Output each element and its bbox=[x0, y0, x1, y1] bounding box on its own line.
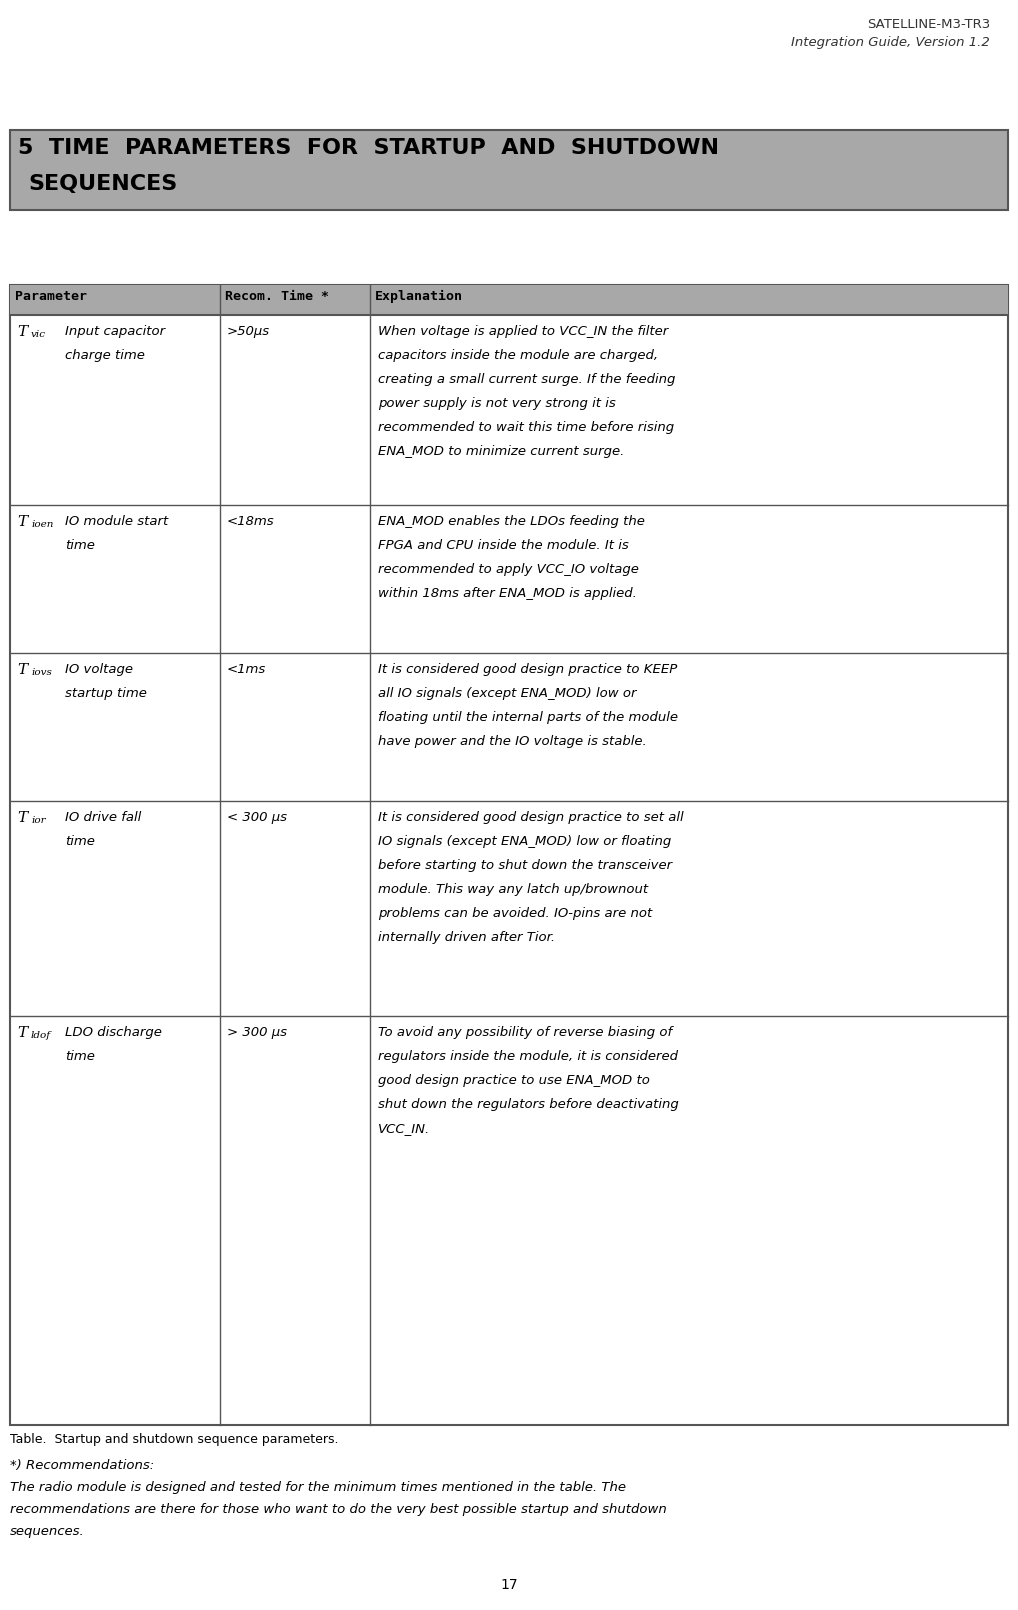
Text: SEQUENCES: SEQUENCES bbox=[29, 174, 177, 193]
Text: FPGA and CPU inside the module. It is: FPGA and CPU inside the module. It is bbox=[378, 539, 629, 552]
Text: T: T bbox=[17, 811, 27, 824]
Text: charge time: charge time bbox=[65, 349, 145, 362]
Text: T: T bbox=[17, 1026, 27, 1040]
Text: ioen: ioen bbox=[31, 520, 53, 530]
Text: ENA_MOD enables the LDOs feeding the: ENA_MOD enables the LDOs feeding the bbox=[378, 515, 644, 528]
Text: shut down the regulators before deactivating: shut down the regulators before deactiva… bbox=[378, 1098, 679, 1111]
Text: sequences.: sequences. bbox=[10, 1525, 84, 1538]
Text: startup time: startup time bbox=[65, 687, 147, 700]
Text: < 300 μs: < 300 μs bbox=[227, 811, 287, 824]
Text: floating until the internal parts of the module: floating until the internal parts of the… bbox=[378, 712, 678, 724]
Text: T: T bbox=[17, 515, 27, 530]
Text: module. This way any latch up/brownout: module. This way any latch up/brownout bbox=[378, 882, 648, 897]
Text: <1ms: <1ms bbox=[227, 663, 267, 676]
Text: internally driven after Tior.: internally driven after Tior. bbox=[378, 931, 555, 943]
Text: IO signals (except ENA_MOD) low or floating: IO signals (except ENA_MOD) low or float… bbox=[378, 836, 671, 848]
Text: IO voltage: IO voltage bbox=[65, 663, 133, 676]
Text: T: T bbox=[17, 663, 27, 676]
Text: Parameter: Parameter bbox=[15, 290, 87, 303]
Text: Integration Guide, Version 1.2: Integration Guide, Version 1.2 bbox=[791, 35, 989, 48]
Bar bbox=[10, 285, 1008, 1425]
Text: 17: 17 bbox=[500, 1578, 518, 1592]
Text: recommended to apply VCC_IO voltage: recommended to apply VCC_IO voltage bbox=[378, 564, 639, 576]
Text: creating a small current surge. If the feeding: creating a small current surge. If the f… bbox=[378, 374, 675, 386]
Text: within 18ms after ENA_MOD is applied.: within 18ms after ENA_MOD is applied. bbox=[378, 588, 637, 601]
Text: Recom. Time *: Recom. Time * bbox=[225, 290, 329, 303]
Text: When voltage is applied to VCC_IN the filter: When voltage is applied to VCC_IN the fi… bbox=[378, 325, 668, 338]
Text: It is considered good design practice to KEEP: It is considered good design practice to… bbox=[378, 663, 677, 676]
Text: time: time bbox=[65, 1050, 95, 1063]
Text: vic: vic bbox=[31, 330, 46, 340]
Text: ENA_MOD to minimize current surge.: ENA_MOD to minimize current surge. bbox=[378, 444, 624, 457]
Text: It is considered good design practice to set all: It is considered good design practice to… bbox=[378, 811, 684, 824]
Text: The radio module is designed and tested for the minimum times mentioned in the t: The radio module is designed and tested … bbox=[10, 1481, 626, 1494]
Text: problems can be avoided. IO-pins are not: problems can be avoided. IO-pins are not bbox=[378, 906, 653, 919]
Text: SATELLINE-M3-TR3: SATELLINE-M3-TR3 bbox=[866, 18, 989, 31]
Text: T: T bbox=[17, 325, 27, 340]
Text: recommendations are there for those who want to do the very best possible startu: recommendations are there for those who … bbox=[10, 1504, 667, 1517]
Text: IO module start: IO module start bbox=[65, 515, 168, 528]
Text: have power and the IO voltage is stable.: have power and the IO voltage is stable. bbox=[378, 736, 646, 749]
Text: 5  TIME  PARAMETERS  FOR  STARTUP  AND  SHUTDOWN: 5 TIME PARAMETERS FOR STARTUP AND SHUTDO… bbox=[18, 138, 719, 158]
Text: <18ms: <18ms bbox=[227, 515, 275, 528]
Text: To avoid any possibility of reverse biasing of: To avoid any possibility of reverse bias… bbox=[378, 1026, 672, 1038]
Text: ior: ior bbox=[31, 816, 46, 824]
Text: time: time bbox=[65, 539, 95, 552]
Bar bbox=[10, 285, 1008, 316]
Text: VCC_IN.: VCC_IN. bbox=[378, 1122, 431, 1135]
Text: IO drive fall: IO drive fall bbox=[65, 811, 142, 824]
Text: good design practice to use ENA_MOD to: good design practice to use ENA_MOD to bbox=[378, 1074, 649, 1087]
Text: recommended to wait this time before rising: recommended to wait this time before ris… bbox=[378, 420, 674, 435]
Text: Table.  Startup and shutdown sequence parameters.: Table. Startup and shutdown sequence par… bbox=[10, 1433, 339, 1446]
Text: >50μs: >50μs bbox=[227, 325, 270, 338]
Text: LDO discharge: LDO discharge bbox=[65, 1026, 162, 1038]
Bar bbox=[10, 130, 1008, 209]
Text: capacitors inside the module are charged,: capacitors inside the module are charged… bbox=[378, 349, 658, 362]
Text: > 300 μs: > 300 μs bbox=[227, 1026, 287, 1038]
Text: all IO signals (except ENA_MOD) low or: all IO signals (except ENA_MOD) low or bbox=[378, 687, 636, 700]
Text: *) Recommendations:: *) Recommendations: bbox=[10, 1459, 155, 1472]
Text: Explanation: Explanation bbox=[375, 290, 463, 303]
Text: before starting to shut down the transceiver: before starting to shut down the transce… bbox=[378, 860, 672, 873]
Text: iovs: iovs bbox=[31, 668, 52, 676]
Text: regulators inside the module, it is considered: regulators inside the module, it is cons… bbox=[378, 1050, 678, 1063]
Text: ldof: ldof bbox=[31, 1030, 51, 1040]
Text: time: time bbox=[65, 836, 95, 848]
Text: Input capacitor: Input capacitor bbox=[65, 325, 165, 338]
Text: power supply is not very strong it is: power supply is not very strong it is bbox=[378, 398, 616, 411]
